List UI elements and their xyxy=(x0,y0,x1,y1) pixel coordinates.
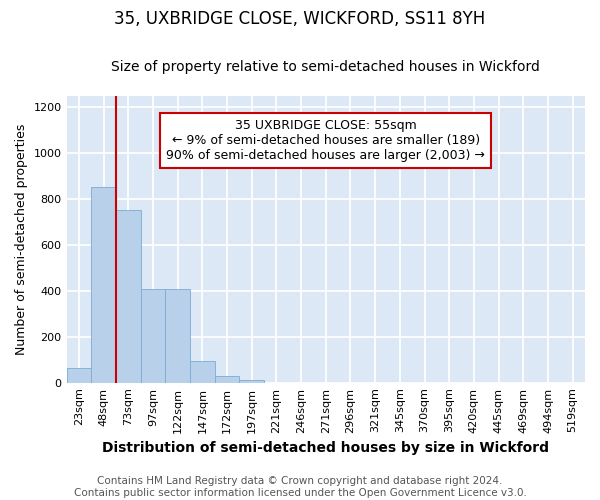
Bar xyxy=(239,380,264,382)
Text: Contains HM Land Registry data © Crown copyright and database right 2024.
Contai: Contains HM Land Registry data © Crown c… xyxy=(74,476,526,498)
Text: 35, UXBRIDGE CLOSE, WICKFORD, SS11 8YH: 35, UXBRIDGE CLOSE, WICKFORD, SS11 8YH xyxy=(115,10,485,28)
Bar xyxy=(165,288,190,382)
Title: Size of property relative to semi-detached houses in Wickford: Size of property relative to semi-detach… xyxy=(112,60,540,74)
X-axis label: Distribution of semi-detached houses by size in Wickford: Distribution of semi-detached houses by … xyxy=(102,441,549,455)
Text: 35 UXBRIDGE CLOSE: 55sqm
← 9% of semi-detached houses are smaller (189)
90% of s: 35 UXBRIDGE CLOSE: 55sqm ← 9% of semi-de… xyxy=(166,119,485,162)
Y-axis label: Number of semi-detached properties: Number of semi-detached properties xyxy=(15,124,28,355)
Bar xyxy=(67,368,91,382)
Bar xyxy=(140,288,165,382)
Bar xyxy=(190,361,215,382)
Bar xyxy=(116,210,140,382)
Bar xyxy=(91,186,116,382)
Bar xyxy=(215,376,239,382)
